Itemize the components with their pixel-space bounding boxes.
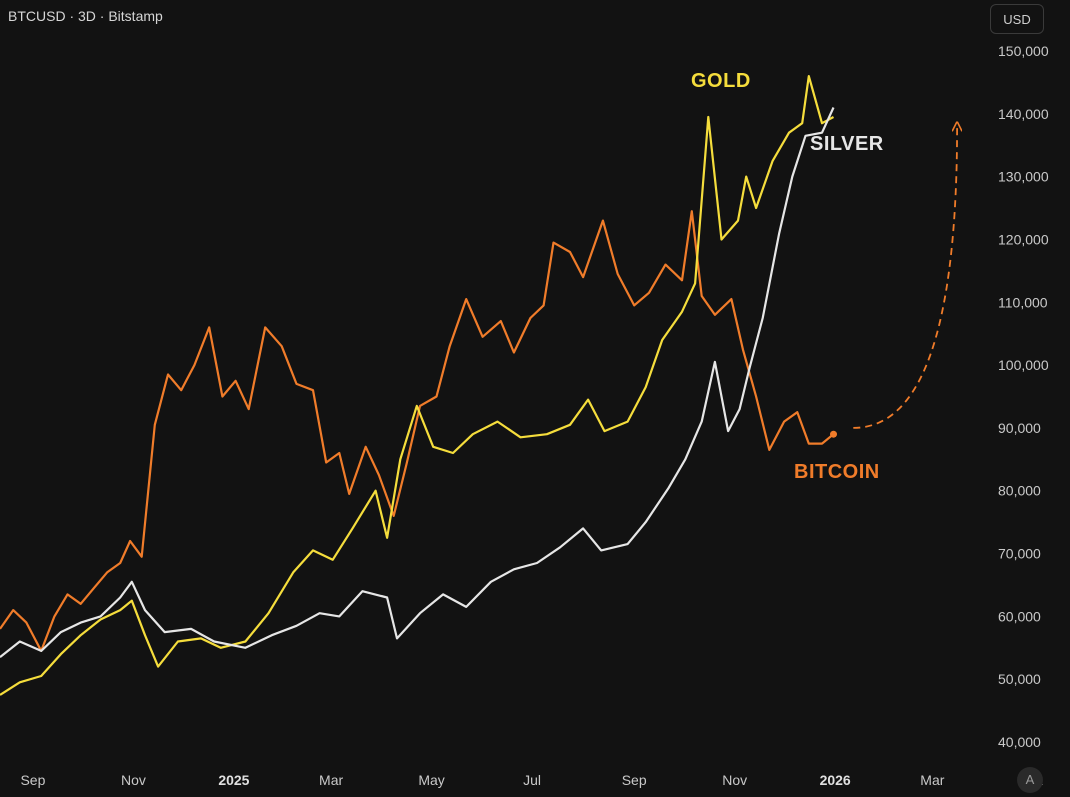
y-tick-label: 100,000 [998, 357, 1049, 373]
y-tick-label: 140,000 [998, 106, 1049, 122]
y-tick-label: 50,000 [998, 671, 1041, 687]
x-tick-label: May [418, 772, 444, 788]
series-line-gold [0, 75, 835, 696]
y-tick-label: 150,000 [998, 43, 1049, 59]
bitcoin-label: BITCOIN [794, 461, 880, 483]
x-tick-label: Sep [20, 772, 45, 788]
x-tick-label: Mar [319, 772, 343, 788]
symbol-title[interactable]: BTCUSD · 3D · Bitstamp [8, 8, 163, 24]
x-tick-label: 2026 [820, 772, 851, 788]
x-tick-label: Jul [523, 772, 541, 788]
y-tick-label: 40,000 [998, 734, 1041, 750]
x-tick-label: Nov [722, 772, 747, 788]
silver-label: SILVER [810, 133, 884, 155]
y-tick-label: 110,000 [998, 294, 1048, 310]
gold-label: GOLD [691, 70, 751, 92]
y-tick-label: 120,000 [998, 231, 1049, 247]
y-tick-label: 130,000 [998, 169, 1049, 185]
bitcoin-last-point [830, 430, 838, 438]
series-lines [0, 75, 835, 696]
auto-scale-button[interactable]: A [1017, 767, 1043, 793]
series-line-silver [0, 107, 835, 659]
y-tick-label: 60,000 [998, 608, 1041, 624]
y-tick-label: 70,000 [998, 546, 1041, 562]
x-tick-label: Mar [920, 772, 944, 788]
currency-button[interactable]: USD [990, 4, 1044, 34]
x-tick-label: Sep [622, 772, 647, 788]
y-tick-label: 90,000 [998, 420, 1041, 436]
x-tick-label: Nov [121, 772, 146, 788]
series-line-bitcoin [0, 210, 835, 652]
y-tick-label: 80,000 [998, 483, 1041, 499]
x-tick-label: 2025 [218, 772, 249, 788]
annotations-layer [830, 126, 957, 438]
y-axis: 40,000 50,000 60,000 70,000 80,000 90,000 100,… [998, 43, 1049, 750]
projection-arrow [853, 126, 957, 429]
